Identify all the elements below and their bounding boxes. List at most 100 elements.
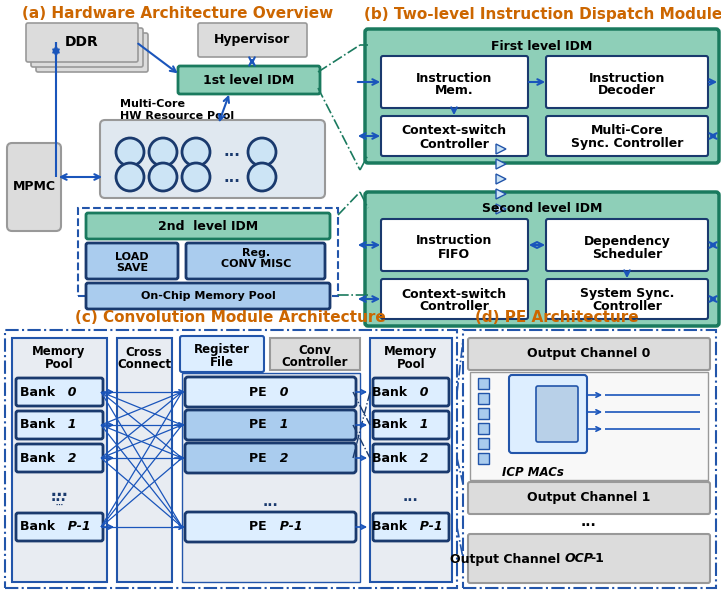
Text: Controller: Controller — [419, 137, 489, 150]
Text: Sync. Controller: Sync. Controller — [571, 137, 684, 150]
FancyBboxPatch shape — [198, 23, 307, 57]
Bar — [12, 338, 107, 582]
Text: On-Chip Memory Pool: On-Chip Memory Pool — [141, 291, 275, 301]
Text: Bank: Bank — [19, 386, 59, 399]
Text: P-1: P-1 — [271, 520, 303, 533]
Circle shape — [182, 138, 210, 166]
Text: Context-switch: Context-switch — [402, 287, 507, 301]
Text: Controller: Controller — [419, 301, 489, 314]
Text: ...: ... — [263, 495, 279, 509]
FancyBboxPatch shape — [365, 192, 719, 326]
Text: Multi-Core: Multi-Core — [120, 99, 185, 109]
Text: PE: PE — [249, 419, 271, 431]
Text: Register: Register — [194, 343, 250, 356]
Text: MPMC: MPMC — [12, 181, 56, 194]
Text: PE: PE — [249, 386, 271, 399]
FancyBboxPatch shape — [546, 219, 708, 271]
Text: ⋯: ⋯ — [56, 502, 63, 508]
Text: Controller: Controller — [592, 301, 662, 314]
Bar — [478, 378, 489, 389]
Text: (d) PE Architecture: (d) PE Architecture — [475, 311, 639, 326]
Bar — [478, 438, 489, 449]
Text: ...: ... — [224, 169, 240, 185]
Text: 2nd  level IDM: 2nd level IDM — [158, 220, 258, 232]
Circle shape — [116, 163, 144, 191]
FancyBboxPatch shape — [180, 336, 264, 372]
Text: Pool: Pool — [45, 358, 74, 371]
Text: Decoder: Decoder — [598, 84, 656, 97]
FancyBboxPatch shape — [381, 56, 528, 108]
Text: Mem.: Mem. — [435, 84, 473, 97]
FancyBboxPatch shape — [381, 279, 528, 319]
FancyBboxPatch shape — [373, 444, 449, 472]
Text: 1: 1 — [59, 419, 76, 431]
Text: HW Resource Pool: HW Resource Pool — [120, 111, 234, 121]
Circle shape — [149, 163, 177, 191]
Text: P-1: P-1 — [411, 520, 443, 533]
Bar — [78, 208, 338, 296]
FancyBboxPatch shape — [536, 386, 578, 442]
Bar — [370, 338, 452, 582]
Text: DDR: DDR — [65, 35, 99, 49]
Polygon shape — [496, 159, 506, 169]
Bar — [463, 330, 716, 588]
Text: Second level IDM: Second level IDM — [482, 203, 602, 216]
Text: FIFO: FIFO — [438, 248, 470, 261]
Text: ⋯: ⋯ — [50, 486, 67, 504]
Text: -1: -1 — [590, 552, 604, 565]
FancyBboxPatch shape — [26, 23, 138, 62]
Text: OCP: OCP — [565, 552, 594, 565]
FancyBboxPatch shape — [86, 283, 330, 309]
Text: LOAD: LOAD — [115, 252, 149, 262]
Text: 2: 2 — [271, 451, 288, 465]
Text: Bank: Bank — [19, 451, 59, 465]
Bar — [478, 453, 489, 464]
Polygon shape — [496, 144, 506, 154]
Circle shape — [149, 138, 177, 166]
Text: ...: ... — [51, 490, 67, 504]
Text: PE: PE — [249, 520, 271, 533]
Text: Instruction: Instruction — [416, 235, 492, 248]
Bar — [117, 338, 172, 582]
FancyBboxPatch shape — [546, 56, 708, 108]
Text: Scheduler: Scheduler — [592, 248, 662, 261]
Text: System Sync.: System Sync. — [580, 287, 674, 301]
Text: Output Channel 1: Output Channel 1 — [527, 491, 650, 504]
Circle shape — [248, 138, 276, 166]
FancyBboxPatch shape — [86, 243, 178, 279]
Text: (b) Two-level Instruction Dispatch Module: (b) Two-level Instruction Dispatch Modul… — [364, 7, 721, 21]
Text: Dependency: Dependency — [583, 235, 671, 248]
Text: Bank: Bank — [371, 451, 411, 465]
FancyBboxPatch shape — [468, 338, 710, 370]
Text: Connect: Connect — [117, 358, 171, 371]
Text: Multi-Core: Multi-Core — [590, 125, 663, 137]
Text: Pool: Pool — [397, 358, 425, 371]
Text: First level IDM: First level IDM — [492, 39, 593, 52]
Circle shape — [182, 163, 210, 191]
Text: ICP MACs: ICP MACs — [502, 466, 564, 479]
Text: (c) Convolution Module Architecture: (c) Convolution Module Architecture — [75, 311, 386, 326]
FancyBboxPatch shape — [185, 443, 356, 473]
Text: 0: 0 — [271, 386, 288, 399]
Text: Bank: Bank — [19, 520, 59, 533]
FancyBboxPatch shape — [381, 116, 528, 156]
FancyBboxPatch shape — [185, 410, 356, 440]
FancyBboxPatch shape — [7, 143, 61, 231]
FancyBboxPatch shape — [468, 482, 710, 514]
Text: Controller: Controller — [282, 355, 348, 368]
FancyBboxPatch shape — [100, 120, 325, 198]
Text: Cross: Cross — [125, 346, 162, 359]
Text: (a) Hardware Architecture Overview: (a) Hardware Architecture Overview — [22, 7, 334, 21]
Bar — [270, 338, 360, 370]
Circle shape — [248, 163, 276, 191]
Text: Bank: Bank — [371, 419, 411, 431]
FancyBboxPatch shape — [185, 377, 356, 407]
Text: Output Channel 0: Output Channel 0 — [527, 347, 650, 361]
FancyBboxPatch shape — [86, 213, 330, 239]
Text: 1: 1 — [411, 419, 428, 431]
Text: 2: 2 — [59, 451, 76, 465]
FancyBboxPatch shape — [381, 219, 528, 271]
FancyBboxPatch shape — [373, 411, 449, 439]
Circle shape — [116, 138, 144, 166]
FancyBboxPatch shape — [186, 243, 325, 279]
